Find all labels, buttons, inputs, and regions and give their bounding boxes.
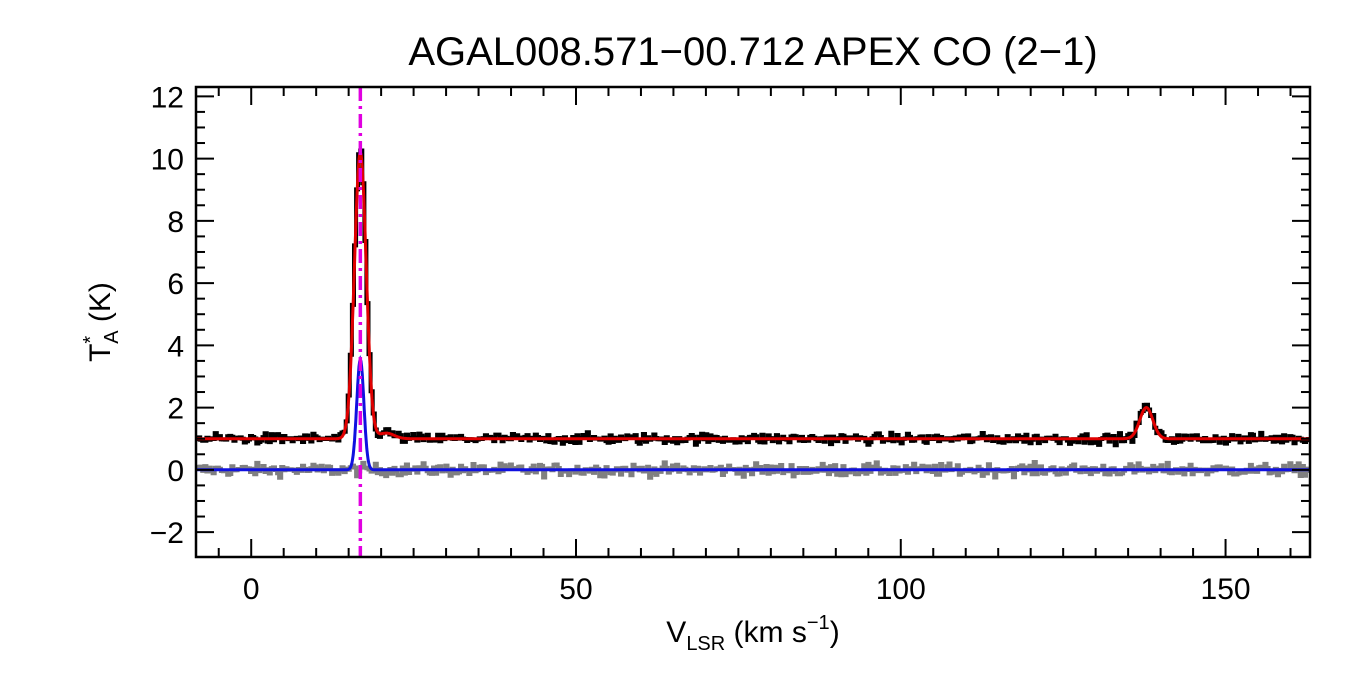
x-tick-label: 150 (1201, 573, 1251, 606)
y-axis-label: T*A (K) (80, 282, 123, 362)
series-total-fit (196, 147, 1310, 441)
x-tick-labels: 0 50 100 150 (243, 573, 1251, 606)
y-tick-label: 10 (151, 144, 184, 177)
axis-ticks (196, 87, 1310, 557)
x-axis-label: VLSR (km s−1) (666, 612, 839, 655)
y-tick-label: 6 (167, 268, 184, 301)
x-tick-label: 0 (243, 573, 260, 606)
y-tick-label: 2 (167, 393, 184, 426)
chart-title: AGAL008.571−00.712 APEX CO (2−1) (408, 30, 1097, 74)
y-tick-labels: −2 0 2 4 6 8 10 12 (150, 81, 184, 550)
y-tick-label: 0 (167, 455, 184, 488)
y-tick-label: 12 (151, 81, 184, 114)
y-tick-label: −2 (150, 517, 184, 550)
y-tick-label: 4 (167, 330, 184, 363)
series-observed-spectrum (196, 148, 1311, 448)
x-tick-label: 50 (559, 573, 592, 606)
x-tick-label: 100 (876, 573, 926, 606)
plot-frame (194, 85, 1312, 559)
series-component-fit (196, 354, 1310, 472)
y-tick-label: 8 (167, 206, 184, 239)
plot-area (196, 87, 1311, 557)
